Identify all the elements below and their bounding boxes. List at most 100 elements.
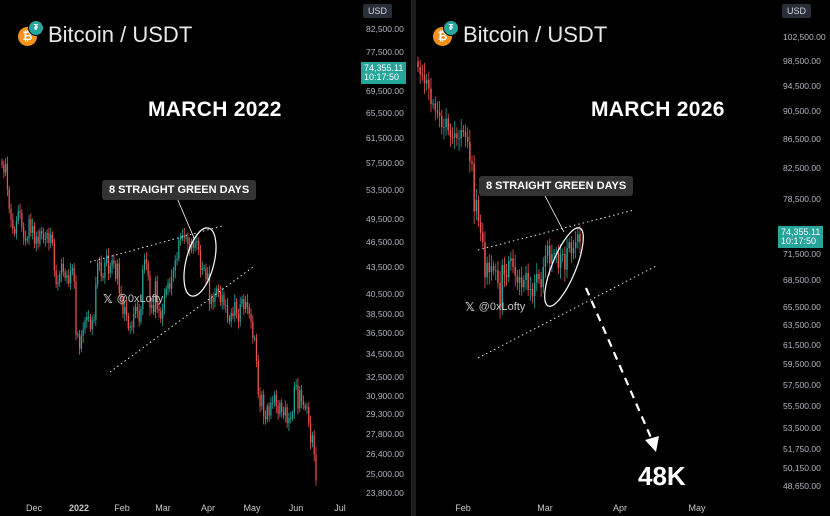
candle-down — [257, 354, 259, 399]
green-days-highlight[interactable] — [178, 225, 222, 300]
candle-body — [257, 360, 259, 395]
candle-body — [102, 276, 104, 278]
candle-down — [217, 284, 220, 298]
candle-down — [30, 213, 32, 237]
candle-body — [282, 411, 285, 416]
candle-body — [284, 407, 286, 416]
candle-body — [551, 254, 553, 264]
candle-body — [1, 161, 3, 166]
candle-body — [104, 262, 106, 278]
candle-body — [246, 302, 249, 307]
candle-up — [225, 299, 227, 313]
wedge-lower-trendline[interactable] — [477, 265, 657, 359]
candle-body — [234, 302, 236, 316]
candle-body — [17, 211, 19, 221]
candle-body — [122, 298, 124, 314]
candle-body — [86, 316, 88, 321]
y-tick-label: 38,500.00 — [366, 309, 404, 319]
candle-body — [254, 338, 256, 340]
candle-body — [26, 238, 28, 241]
candle-up — [201, 261, 203, 276]
candle-up — [443, 118, 445, 140]
candle-down — [488, 254, 491, 285]
candle-up — [533, 274, 536, 309]
wedge-upper-trendline[interactable] — [89, 225, 223, 263]
candle-body — [544, 255, 547, 267]
candle-down — [1, 158, 3, 169]
left-chart-panel[interactable]: Dec 2022 Feb Mar Apr May Jun Jul 82,500.00 77,500… — [0, 0, 411, 516]
candle-body — [212, 298, 214, 302]
candle-up — [279, 400, 281, 418]
green-days-callout: 8 STRAIGHT GREEN DAYS — [102, 180, 257, 200]
right-price-chart[interactable]: Feb Mar Apr May 102,500.00 98,500.00 94,500.00… — [416, 0, 830, 516]
candle-body — [286, 407, 288, 424]
candle-body — [171, 276, 173, 289]
candle-down — [237, 308, 240, 329]
y-tick-label: 48,650.00 — [783, 481, 821, 491]
author-handle-text: @0xLofty — [478, 301, 526, 313]
candle-up — [140, 305, 142, 325]
candle-body — [438, 112, 441, 116]
candle-down — [308, 401, 310, 428]
candle-up — [306, 403, 308, 414]
candle-body — [183, 235, 185, 238]
candle-body — [3, 165, 5, 173]
candle-body — [87, 316, 90, 318]
candle-down — [208, 265, 211, 312]
candle-body — [23, 227, 25, 238]
candle-up — [295, 379, 297, 391]
candle-body — [169, 283, 171, 289]
candle-up — [299, 386, 301, 413]
price-axis-unit[interactable]: USD — [363, 4, 393, 18]
candle-up — [203, 264, 205, 272]
candle-down — [37, 230, 39, 250]
candle-down — [156, 275, 158, 313]
candle-up — [91, 315, 93, 335]
y-tick-label: 55,500.00 — [783, 401, 821, 411]
left-price-chart[interactable]: Dec 2022 Feb Mar Apr May Jun Jul 82,500.00 77,500… — [0, 0, 411, 516]
candle-body — [120, 293, 122, 298]
candle-down — [527, 263, 529, 296]
candle-down — [430, 77, 432, 113]
candle-body — [62, 263, 64, 272]
candle-body — [536, 273, 538, 283]
candle-down — [120, 285, 122, 306]
candle-down — [152, 301, 155, 316]
price-axis-unit[interactable]: USD — [782, 4, 812, 18]
y-tick-label: 77,500.00 — [366, 47, 404, 57]
candle-down — [421, 64, 424, 81]
current-price-tag: 74,355.11 10:17:50 — [361, 62, 407, 84]
callout-pointer — [176, 197, 195, 239]
candle-down — [89, 313, 92, 333]
right-chart-panel[interactable]: Feb Mar Apr May 102,500.00 98,500.00 94,500.00… — [416, 0, 830, 516]
candle-body — [46, 232, 48, 239]
candle-up — [87, 310, 90, 322]
candle-up — [525, 265, 527, 290]
candle-down — [51, 231, 54, 246]
candle-up — [221, 287, 223, 310]
candle-body — [270, 402, 272, 416]
candle-body — [549, 245, 551, 264]
candle-body — [235, 302, 238, 314]
candle-up — [460, 118, 462, 148]
candle-body — [4, 163, 7, 173]
candle-down — [127, 312, 129, 332]
y-tick-label: 94,500.00 — [783, 81, 821, 91]
candle-body — [50, 234, 52, 243]
candle-up — [134, 303, 137, 319]
candle-body — [306, 407, 308, 409]
candle-body — [210, 298, 212, 304]
candle-down — [441, 109, 443, 135]
candle-body — [243, 299, 245, 309]
green-days-highlight[interactable] — [537, 224, 591, 311]
candle-body — [266, 406, 268, 420]
candle-body — [217, 288, 220, 292]
candle-up — [261, 391, 263, 411]
candle-body — [71, 267, 74, 271]
candle-body — [462, 129, 465, 132]
candle-down — [579, 225, 581, 253]
candle-body — [221, 295, 223, 302]
candle-body — [158, 309, 160, 311]
projection-arrow — [584, 287, 654, 441]
candle-body — [492, 266, 495, 271]
